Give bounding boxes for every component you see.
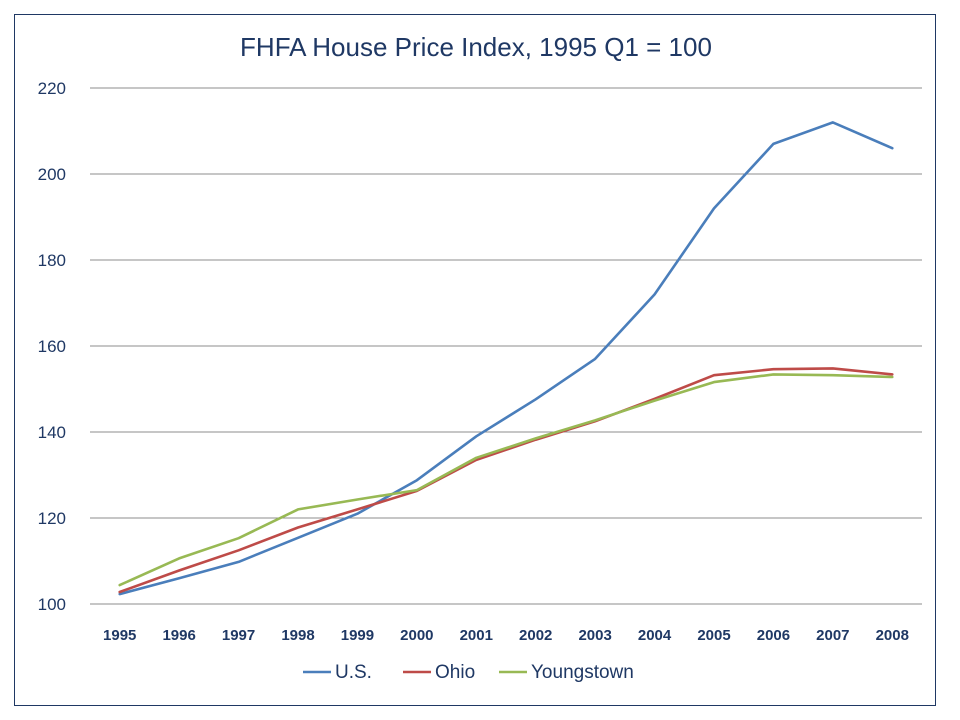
series-lines (118, 121, 894, 596)
x-tick-label: 2005 (697, 627, 730, 644)
y-tick-label: 200 (38, 165, 66, 184)
legend: U.S. Ohio Youngstown (303, 662, 634, 683)
chart-title: FHFA House Price Index, 1995 Q1 = 100 (240, 32, 712, 62)
x-tick-label: 1998 (281, 627, 314, 644)
x-tick-label: 1999 (341, 627, 374, 644)
x-tick-label: 2004 (638, 627, 672, 644)
y-tick-label: 100 (38, 595, 66, 614)
y-tick-label: 220 (38, 79, 66, 98)
x-tick-label: 2000 (400, 627, 433, 644)
legend-label: U.S. (335, 662, 372, 683)
x-tick-label: 1995 (103, 627, 136, 644)
x-tick-label: 2003 (578, 627, 611, 644)
gridlines (90, 87, 922, 605)
legend-item: Youngstown (499, 662, 634, 683)
series-line-youngstown (118, 373, 894, 587)
x-tick-label: 2002 (519, 627, 552, 644)
legend-label: Ohio (435, 662, 475, 683)
x-tick-label: 2001 (460, 627, 493, 644)
y-tick-label: 120 (38, 509, 66, 528)
legend-item: Ohio (403, 662, 475, 683)
x-axis-ticks: 1995 1996 1997 1998 1999 2000 2001 2002 2003 2004… (103, 627, 909, 644)
y-tick-label: 180 (38, 251, 66, 270)
x-tick-label: 2007 (816, 627, 849, 644)
legend-item: U.S. (303, 662, 372, 683)
x-tick-label: 2008 (876, 627, 909, 644)
legend-label: Youngstown (531, 662, 634, 683)
series-line-ohio (118, 367, 894, 594)
x-tick-label: 2006 (757, 627, 790, 644)
y-axis-ticks: 100 120 140 160 180 200 220 (38, 79, 66, 614)
x-tick-label: 1997 (222, 627, 255, 644)
y-tick-label: 160 (38, 337, 66, 356)
y-tick-label: 140 (38, 423, 66, 442)
x-tick-label: 1996 (162, 627, 195, 644)
series-line-u-s (118, 121, 894, 596)
chart-frame (14, 14, 936, 706)
